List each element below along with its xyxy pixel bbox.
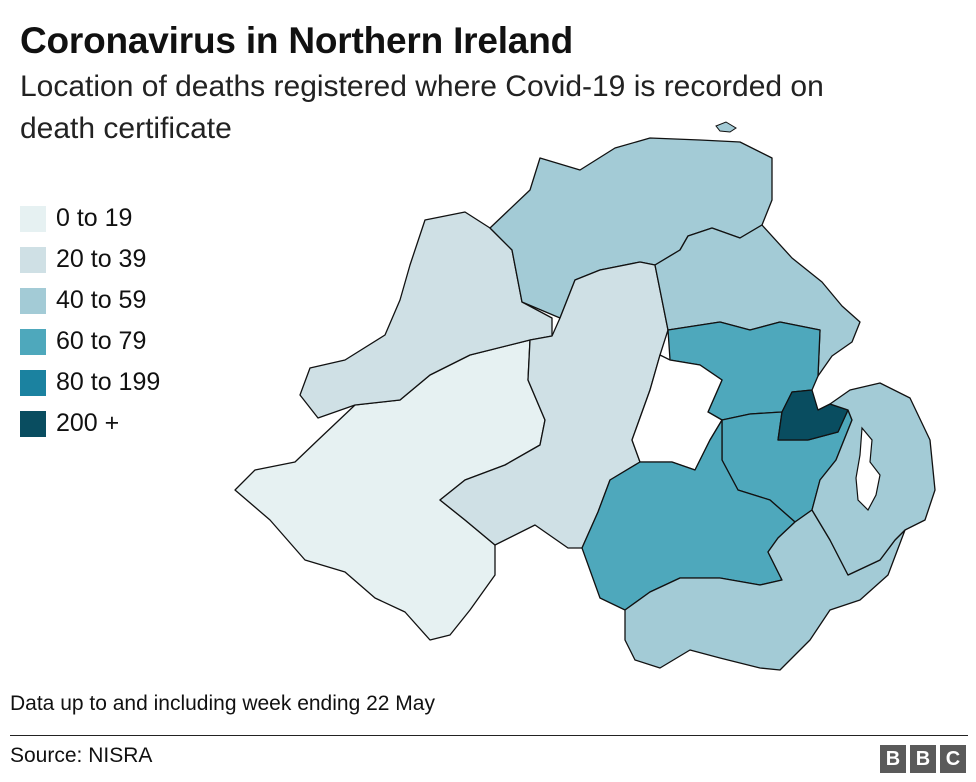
legend: 0 to 19 20 to 39 40 to 59 60 to 79 80 to…: [20, 198, 160, 444]
legend-label: 200 +: [56, 409, 120, 437]
chart-title: Coronavirus in Northern Ireland: [20, 20, 573, 61]
source-label: Source: NISRA: [10, 744, 153, 767]
legend-swatch: [20, 369, 46, 396]
region-mid-ulster: [439, 261, 669, 549]
legend-label: 20 to 39: [56, 245, 147, 273]
legend-label: 60 to 79: [56, 327, 147, 355]
bbc-logo-letter: B: [885, 747, 901, 770]
bbc-logo-box: C: [940, 745, 966, 773]
legend-swatch: [20, 205, 46, 232]
legend-swatch: [20, 328, 46, 355]
rathlin-island: [715, 121, 737, 133]
footer-divider: [10, 735, 968, 736]
chart-subtitle: Location of deaths registered where Covi…: [20, 70, 824, 145]
bbc-logo: B B C: [880, 745, 966, 773]
legend-item: 80 to 199: [20, 362, 160, 403]
legend-label: 0 to 19: [56, 204, 133, 232]
bbc-logo-letter: C: [945, 747, 961, 770]
legend-swatch: [20, 287, 46, 314]
legend-label: 40 to 59: [56, 286, 147, 314]
legend-label: 80 to 199: [56, 368, 161, 396]
data-note: Data up to and including week ending 22 …: [10, 692, 435, 715]
bbc-logo-box: B: [910, 745, 936, 773]
legend-item: 40 to 59: [20, 280, 160, 321]
legend-swatch: [20, 246, 46, 273]
legend-item: 0 to 19: [20, 198, 160, 239]
legend-item: 20 to 39: [20, 239, 160, 280]
strangford-lough: [855, 426, 881, 511]
legend-item: 200 +: [20, 403, 160, 444]
legend-swatch: [20, 410, 46, 437]
bbc-logo-letter: B: [915, 747, 931, 770]
bbc-logo-box: B: [880, 745, 906, 773]
legend-item: 60 to 79: [20, 321, 160, 362]
